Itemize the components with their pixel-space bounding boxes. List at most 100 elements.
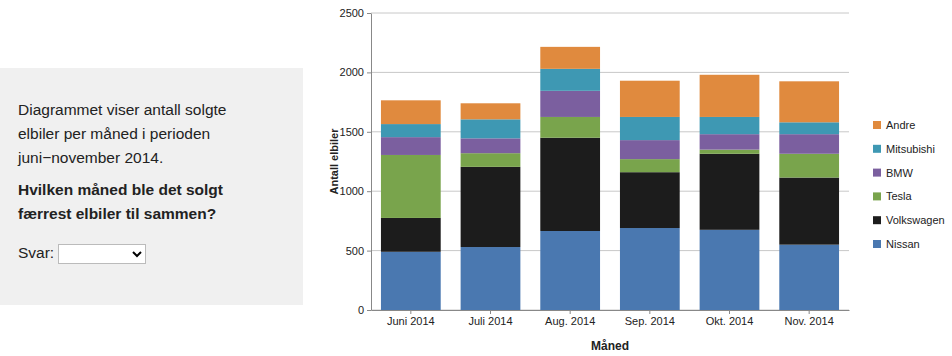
x-tick-label: Juli 2014 — [468, 315, 512, 327]
grid-line — [371, 250, 849, 251]
x-tick: Okt. 2014 — [706, 310, 754, 327]
y-tick-mark — [367, 132, 371, 133]
intro-text: Diagrammet viser antall solgte elbiler p… — [18, 98, 250, 170]
grid-line — [371, 13, 849, 14]
x-tick-mark — [649, 310, 650, 314]
bar — [540, 138, 600, 231]
grid-line — [371, 131, 849, 132]
bars — [381, 47, 839, 310]
bar — [700, 150, 760, 154]
bar — [620, 159, 680, 172]
y-tick: 2000 — [340, 66, 371, 78]
bar — [779, 134, 839, 154]
bar — [540, 231, 600, 310]
grid-line — [371, 191, 849, 192]
bar-series — [381, 138, 839, 252]
y-tick-label: 2500 — [340, 7, 364, 19]
question-text: Hvilken måned ble det solgt færrest elbi… — [18, 178, 268, 226]
legend-swatch — [873, 121, 881, 129]
bar-series — [381, 69, 839, 140]
y-tick-label: 0 — [358, 304, 364, 316]
question-panel: Diagrammet viser antall solgte elbiler p… — [0, 68, 303, 305]
x-tick: Nov. 2014 — [785, 310, 834, 327]
y-tick: 1500 — [340, 126, 371, 138]
legend-item: BMW — [873, 167, 914, 179]
x-tick-mark — [570, 310, 571, 314]
y-tick-label: 1000 — [340, 185, 364, 197]
bar — [461, 138, 521, 153]
bar-series — [381, 228, 839, 310]
grid-line — [371, 72, 849, 73]
bar — [381, 100, 441, 124]
x-tick: Juli 2014 — [468, 310, 512, 327]
bar-series — [381, 47, 839, 124]
bar — [381, 124, 441, 137]
answer-select[interactable] — [58, 244, 146, 264]
y-tick: 1000 — [340, 185, 371, 197]
x-axis: Juni 2014 Juli 2014 Aug. 2014 Sep. 2014 Okt.… — [372, 310, 850, 327]
bar — [779, 178, 839, 245]
legend-item: Tesla — [873, 190, 913, 202]
x-tick: Juni 2014 — [387, 310, 435, 327]
x-tick-label: Okt. 2014 — [706, 315, 754, 327]
legend: Andre Mitsubishi BMW Tesla Volkswagen Nissan — [873, 119, 945, 250]
y-axis-line — [371, 14, 372, 311]
legend-label: Volkswagen — [886, 214, 945, 226]
y-tick-label: 2000 — [340, 66, 364, 78]
y-tick-mark — [367, 13, 371, 14]
legend-label: Mitsubishi — [886, 143, 935, 155]
legend-item: Nissan — [873, 238, 920, 250]
bar — [700, 230, 760, 310]
bar — [620, 172, 680, 228]
bar — [540, 117, 600, 138]
x-tick-mark — [410, 310, 411, 314]
bar-series — [381, 91, 839, 159]
bar — [779, 122, 839, 134]
bar — [620, 117, 680, 140]
x-tick-mark — [490, 310, 491, 314]
answer-label: Svar: — [18, 244, 54, 261]
y-tick-mark — [367, 72, 371, 73]
legend-label: Nissan — [886, 238, 920, 250]
y-axis: 0 500 1000 1500 2000 2500 — [340, 7, 372, 316]
x-tick: Sep. 2014 — [625, 310, 675, 327]
bar — [540, 69, 600, 91]
y-tick-label: 1500 — [340, 126, 364, 138]
bar — [461, 247, 521, 310]
legend-swatch — [873, 192, 881, 200]
bar — [620, 140, 680, 159]
y-tick-mark — [367, 251, 371, 252]
y-axis-title: Antall elbiler — [328, 128, 340, 195]
bar — [381, 218, 441, 252]
legend-item: Volkswagen — [873, 214, 945, 226]
bar — [700, 154, 760, 230]
y-tick-mark — [367, 310, 371, 311]
x-tick-label: Juni 2014 — [387, 315, 435, 327]
bar — [540, 47, 600, 69]
y-tick: 500 — [346, 245, 371, 257]
bar — [779, 245, 839, 310]
bar — [540, 91, 600, 117]
bar — [381, 252, 441, 310]
legend-swatch — [873, 145, 881, 153]
bar — [461, 103, 521, 119]
bar — [700, 134, 760, 149]
x-tick: Aug. 2014 — [545, 310, 595, 327]
y-tick-label: 500 — [346, 245, 364, 257]
bar — [461, 153, 521, 167]
x-tick-label: Nov. 2014 — [785, 315, 834, 327]
legend-item: Mitsubishi — [873, 143, 935, 155]
grid-line — [371, 310, 849, 311]
bar — [461, 119, 521, 138]
bar — [779, 81, 839, 122]
legend-swatch — [873, 240, 881, 248]
y-tick-mark — [367, 191, 371, 192]
x-tick-label: Sep. 2014 — [625, 315, 675, 327]
legend-label: Andre — [886, 119, 915, 131]
y-tick: 2500 — [340, 7, 371, 19]
x-tick-mark — [729, 310, 730, 314]
legend-label: BMW — [886, 167, 914, 179]
bar-series — [381, 117, 839, 218]
bar — [700, 117, 760, 134]
legend-swatch — [873, 169, 881, 177]
